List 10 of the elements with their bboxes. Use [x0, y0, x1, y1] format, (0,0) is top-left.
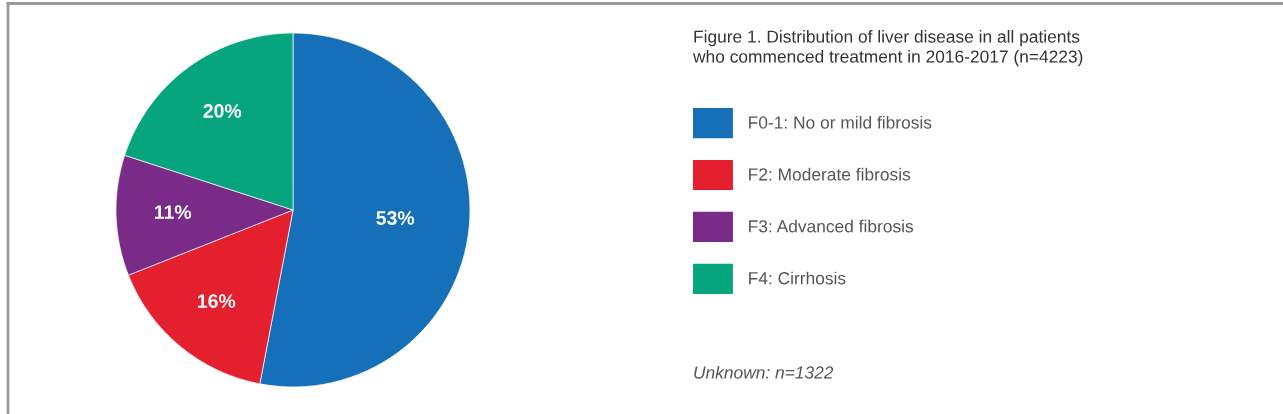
legend-label: F0-1: No or mild fibrosis [749, 115, 932, 129]
legend-label: F2: Moderate fibrosis [749, 167, 911, 181]
chart-title: Figure 1. Distribution of liver disease in all patients who commenced treatment in 2016-2017 (n=4223) [692, 30, 1083, 67]
legend-label: F3: Advanced fibrosis [749, 219, 914, 233]
data-label: 16% [198, 294, 236, 308]
legend-label: F4: Cirrhosis [749, 271, 846, 285]
data-label: 20% [203, 104, 242, 118]
text: Unknown: n=1322 [694, 365, 834, 379]
data-label: 53% [376, 211, 415, 225]
data-label: 11% [155, 205, 192, 219]
